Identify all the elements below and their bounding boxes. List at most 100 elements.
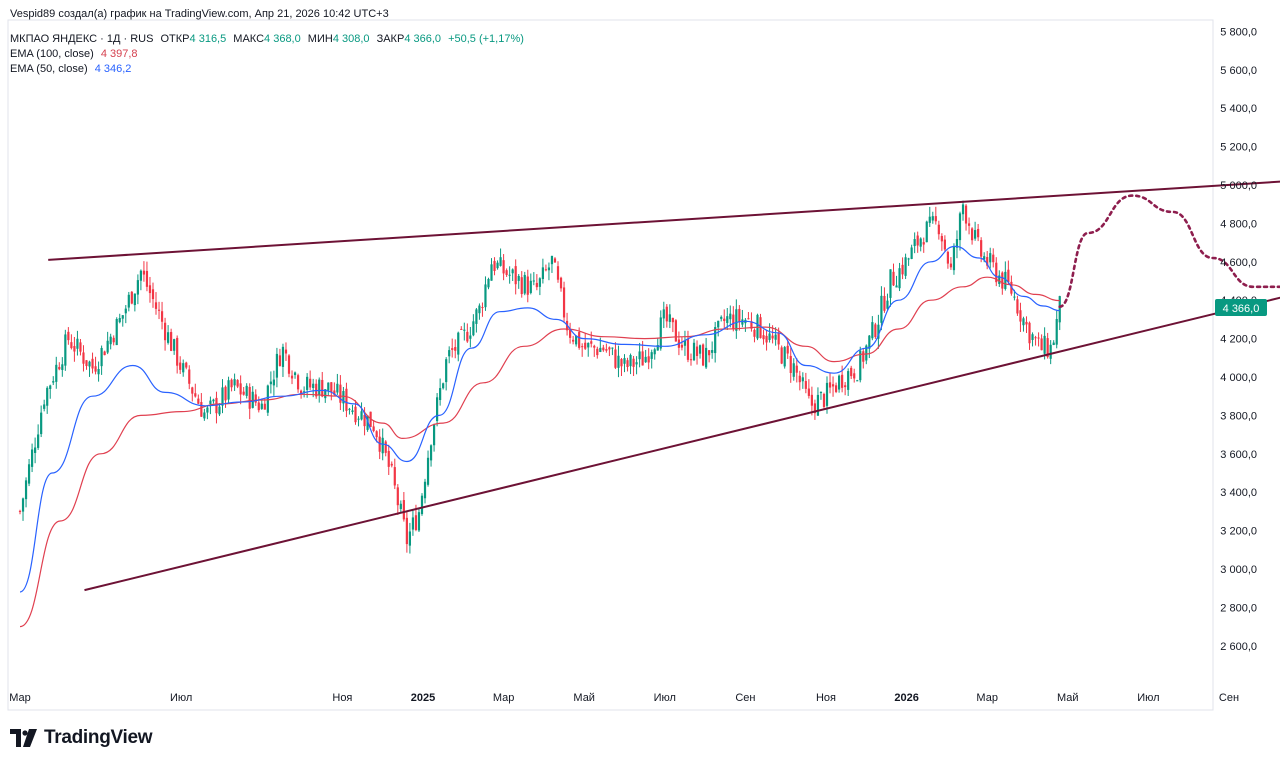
- tradingview-logo[interactable]: TradingView: [10, 727, 153, 749]
- candle-body: [698, 345, 702, 354]
- candle-body: [934, 216, 937, 222]
- ema100-legend[interactable]: EMA (100, close) 4 397,8: [10, 48, 142, 60]
- candle-body: [46, 387, 49, 406]
- projection-path[interactable]: [1058, 175, 1280, 308]
- candle-body: [312, 383, 315, 389]
- candle-body: [236, 380, 239, 387]
- candle-body: [429, 445, 433, 461]
- candle-body: [408, 531, 412, 546]
- candle-body: [432, 424, 436, 446]
- candle-body: [940, 235, 943, 242]
- candle-body: [850, 367, 853, 377]
- candle-body: [266, 385, 269, 413]
- candle-body: [856, 380, 859, 382]
- candle-body: [807, 388, 810, 396]
- price-tick-label: 5 400,0: [1220, 103, 1257, 115]
- candle-body: [463, 329, 466, 331]
- candle-body: [550, 255, 554, 265]
- open-label: ОТКР: [160, 33, 190, 45]
- candle-body: [562, 287, 566, 318]
- candle-body: [541, 267, 544, 280]
- candle-body: [901, 264, 904, 275]
- candle-body: [575, 335, 578, 345]
- candle-body: [85, 360, 88, 367]
- candle-body: [602, 347, 605, 351]
- candle-body: [729, 313, 732, 320]
- candle-body: [49, 385, 52, 389]
- candle-body: [182, 363, 185, 373]
- candle-body: [795, 365, 798, 373]
- candle-body: [614, 349, 617, 368]
- candle-body: [822, 393, 826, 408]
- candles-layer: [18, 200, 1061, 554]
- candle-body: [61, 364, 64, 370]
- candle-body: [160, 311, 164, 322]
- candle-body: [290, 375, 294, 379]
- candle-body: [841, 374, 844, 388]
- candle-body: [1052, 342, 1055, 346]
- candle-body: [650, 352, 653, 359]
- candle-body: [1028, 322, 1031, 344]
- lower-trendline[interactable]: [84, 256, 1280, 592]
- time-tick-label: Сен: [735, 692, 755, 704]
- high-label: МАКС: [233, 33, 265, 45]
- symbol-info-row: МКПАО ЯНДЕКС · 1Д · RUS ОТКР4 316,5 МАКС…: [10, 33, 528, 45]
- candle-body: [242, 391, 245, 395]
- candle-body: [1019, 310, 1022, 322]
- time-tick-label: Ноя: [332, 692, 352, 704]
- candle-body: [1031, 334, 1034, 341]
- time-tick-label: Май: [1057, 692, 1079, 704]
- candle-body: [705, 347, 708, 368]
- candle-body: [30, 449, 34, 467]
- candle-body: [644, 356, 647, 363]
- close-value: 4 366,0: [404, 33, 442, 45]
- candle-body: [801, 377, 804, 382]
- candle-body: [58, 366, 61, 370]
- candle-body: [269, 381, 272, 385]
- candle-body: [810, 394, 813, 406]
- candle-body: [777, 332, 780, 345]
- candle-body: [499, 257, 502, 266]
- candle-body: [844, 385, 847, 388]
- price-tick-label: 2 800,0: [1220, 602, 1257, 614]
- candle-body: [949, 263, 953, 268]
- candle-body: [321, 379, 324, 397]
- candle-body: [683, 340, 687, 346]
- candle-body: [336, 383, 339, 393]
- candle-body: [330, 382, 333, 393]
- price-tick-label: 5 600,0: [1220, 65, 1257, 77]
- candle-body: [701, 344, 705, 366]
- time-tick-label: Май: [573, 692, 595, 704]
- candle-body: [179, 362, 182, 370]
- candle-body: [656, 345, 659, 351]
- candle-body: [88, 361, 91, 367]
- candle-body: [393, 467, 396, 486]
- candle-body: [611, 347, 614, 349]
- upper-trendline[interactable]: [48, 172, 1280, 261]
- candle-body: [689, 359, 693, 361]
- candle-body: [892, 271, 895, 286]
- candle-body: [958, 213, 962, 241]
- candle-body: [263, 403, 266, 410]
- candle-body: [547, 267, 551, 271]
- price-tick-label: 4 600,0: [1220, 257, 1257, 269]
- candle-body: [493, 260, 496, 272]
- candle-body: [420, 495, 424, 515]
- candle-body: [783, 347, 786, 367]
- candle-body: [653, 349, 656, 355]
- candle-body: [922, 242, 925, 245]
- ema50-legend[interactable]: EMA (50, close) 4 346,2: [10, 63, 135, 75]
- candle-body: [375, 431, 378, 438]
- candle-body: [448, 350, 451, 357]
- candle-body: [487, 278, 490, 288]
- candle-body: [668, 314, 671, 322]
- candle-body: [798, 375, 801, 383]
- candle-body: [1007, 269, 1010, 283]
- price-tick-label: 3 200,0: [1220, 526, 1257, 538]
- candle-body: [91, 358, 94, 369]
- candle-body: [191, 387, 194, 394]
- candle-body: [76, 338, 79, 349]
- candle-body: [396, 487, 399, 506]
- ema50-line: [19, 245, 1060, 593]
